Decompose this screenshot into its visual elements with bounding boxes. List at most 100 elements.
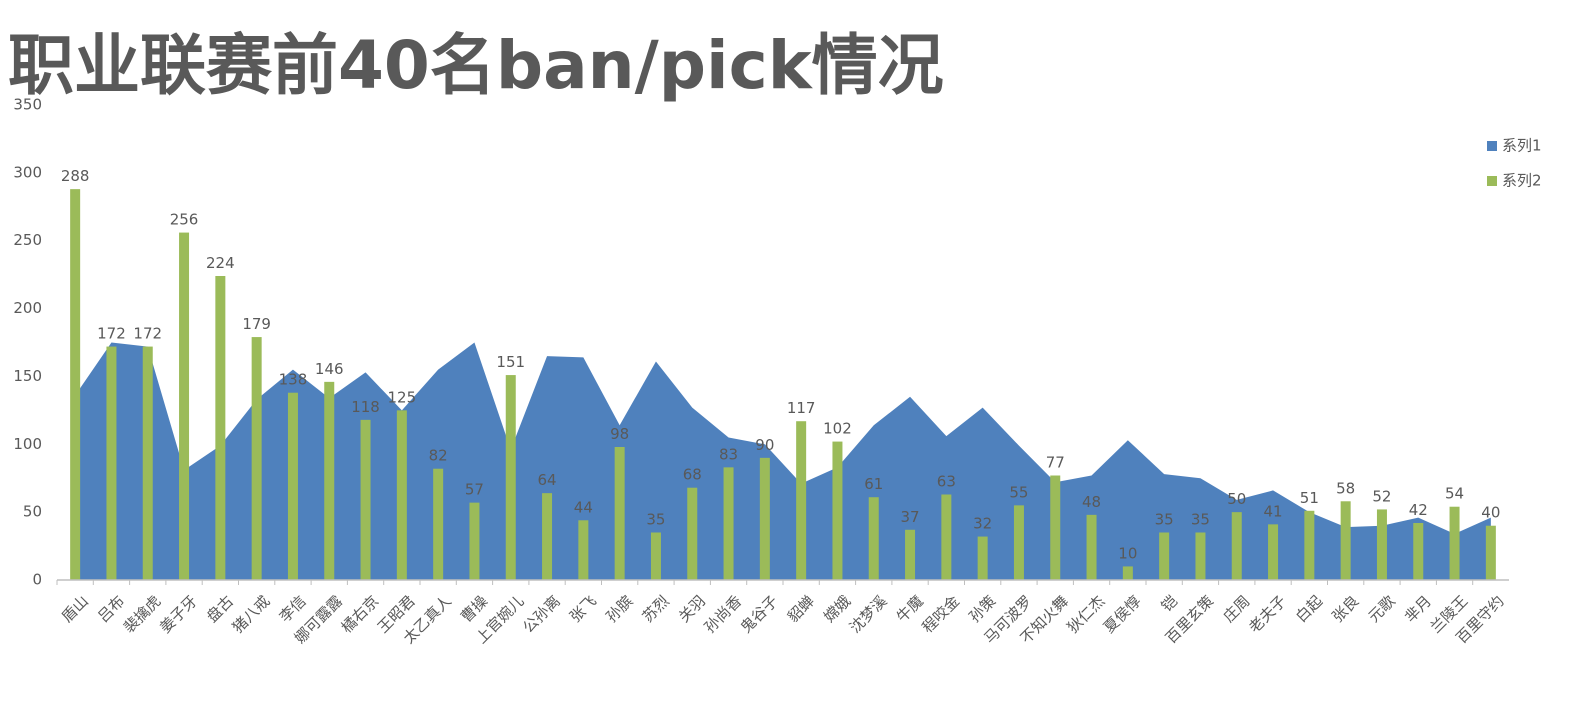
x-tick-label: 猪八戒 — [229, 592, 274, 637]
data-label: 10 — [1118, 544, 1137, 562]
data-label: 90 — [755, 436, 774, 454]
bar — [1159, 532, 1170, 580]
data-label: 151 — [496, 353, 525, 371]
bar — [505, 375, 516, 580]
bar — [396, 410, 407, 580]
data-label: 44 — [574, 498, 593, 516]
data-label: 58 — [1336, 479, 1355, 497]
data-label: 52 — [1372, 487, 1391, 505]
area — [75, 342, 1491, 580]
data-label: 51 — [1300, 489, 1319, 507]
bar — [324, 381, 335, 580]
data-label: 63 — [937, 473, 956, 491]
bar — [687, 487, 698, 580]
x-tick-label: 白起 — [1292, 592, 1326, 626]
bar — [1268, 524, 1279, 580]
data-label: 54 — [1445, 485, 1464, 503]
x-tick-label: 橘右京 — [338, 592, 383, 637]
data-label: 55 — [1009, 483, 1028, 501]
bar — [1050, 475, 1061, 580]
x-tick-label: 狄仁杰 — [1064, 592, 1109, 637]
data-label: 40 — [1481, 504, 1500, 522]
y-tick-label: 150 — [13, 367, 42, 385]
x-tick-label: 姜子牙 — [156, 592, 201, 637]
y-tick-label: 0 — [32, 571, 42, 589]
bar — [70, 189, 81, 580]
x-tick-label: 孙尚香 — [701, 592, 746, 637]
bar — [759, 457, 770, 580]
bar — [796, 421, 807, 580]
bar — [1086, 514, 1097, 580]
bar — [1449, 506, 1460, 580]
x-tick-label: 夏侯惇 — [1100, 592, 1145, 637]
bar — [106, 346, 117, 580]
y-tick-label: 300 — [13, 163, 42, 181]
bar — [179, 232, 190, 581]
bar — [614, 447, 625, 580]
data-label: 256 — [170, 211, 199, 229]
bar — [1413, 523, 1424, 580]
y-tick-label: 100 — [13, 435, 42, 453]
y-tick-label: 250 — [13, 231, 42, 249]
x-tick-label: 沈梦溪 — [846, 592, 891, 637]
data-label: 35 — [1191, 511, 1210, 529]
x-tick-label: 盾山 — [58, 592, 92, 626]
data-label: 117 — [787, 399, 816, 417]
data-label: 57 — [465, 481, 484, 499]
bar — [1485, 525, 1496, 580]
bar — [542, 493, 553, 580]
bar — [905, 529, 916, 580]
bar — [1122, 566, 1133, 580]
chart-title: 职业联赛前40名ban/pick情况 — [8, 27, 944, 104]
bar — [977, 536, 988, 580]
bar — [142, 346, 153, 580]
data-label: 64 — [538, 471, 557, 489]
x-tick-label: 元歌 — [1365, 592, 1399, 626]
bar — [1195, 532, 1206, 580]
bar — [650, 532, 661, 580]
data-label: 32 — [973, 515, 992, 533]
bar — [1231, 512, 1242, 580]
data-label: 125 — [388, 388, 417, 406]
data-label: 83 — [719, 445, 738, 463]
data-label: 102 — [823, 420, 852, 438]
bar — [360, 419, 371, 580]
data-label: 288 — [61, 167, 90, 185]
bar — [433, 468, 444, 580]
y-tick-label: 200 — [13, 299, 42, 317]
y-tick-label: 350 — [13, 96, 42, 114]
data-label: 35 — [646, 511, 665, 529]
data-label: 41 — [1264, 502, 1283, 520]
x-tick-label: 程咬金 — [919, 592, 964, 637]
legend-label: 系列1 — [1502, 137, 1542, 155]
data-label: 35 — [1155, 511, 1174, 529]
bar — [832, 441, 843, 580]
data-label: 61 — [864, 475, 883, 493]
bar — [287, 392, 298, 580]
data-label: 138 — [279, 371, 308, 389]
data-label: 82 — [429, 447, 448, 465]
data-label: 77 — [1046, 454, 1065, 472]
x-tick-label: 貂蝉 — [784, 592, 818, 626]
bar — [1304, 510, 1315, 580]
bar — [868, 497, 879, 580]
x-tick-label: 公孙离 — [519, 592, 564, 637]
legend-swatch — [1487, 141, 1497, 151]
data-label: 37 — [901, 508, 920, 526]
bar — [723, 467, 734, 580]
data-label: 118 — [351, 398, 380, 416]
data-label: 146 — [315, 360, 344, 378]
legend-swatch — [1487, 176, 1497, 186]
bar — [215, 276, 226, 580]
x-tick-label: 裴擒虎 — [120, 592, 165, 637]
data-label: 172 — [97, 325, 126, 343]
bar — [469, 502, 480, 580]
x-tick-label: 孙膑 — [602, 592, 636, 626]
data-label: 48 — [1082, 493, 1101, 511]
x-tick-label: 鬼谷子 — [737, 592, 782, 637]
data-label: 172 — [133, 325, 162, 343]
bar — [1013, 505, 1024, 580]
data-label: 98 — [610, 425, 629, 443]
data-label: 50 — [1227, 490, 1246, 508]
